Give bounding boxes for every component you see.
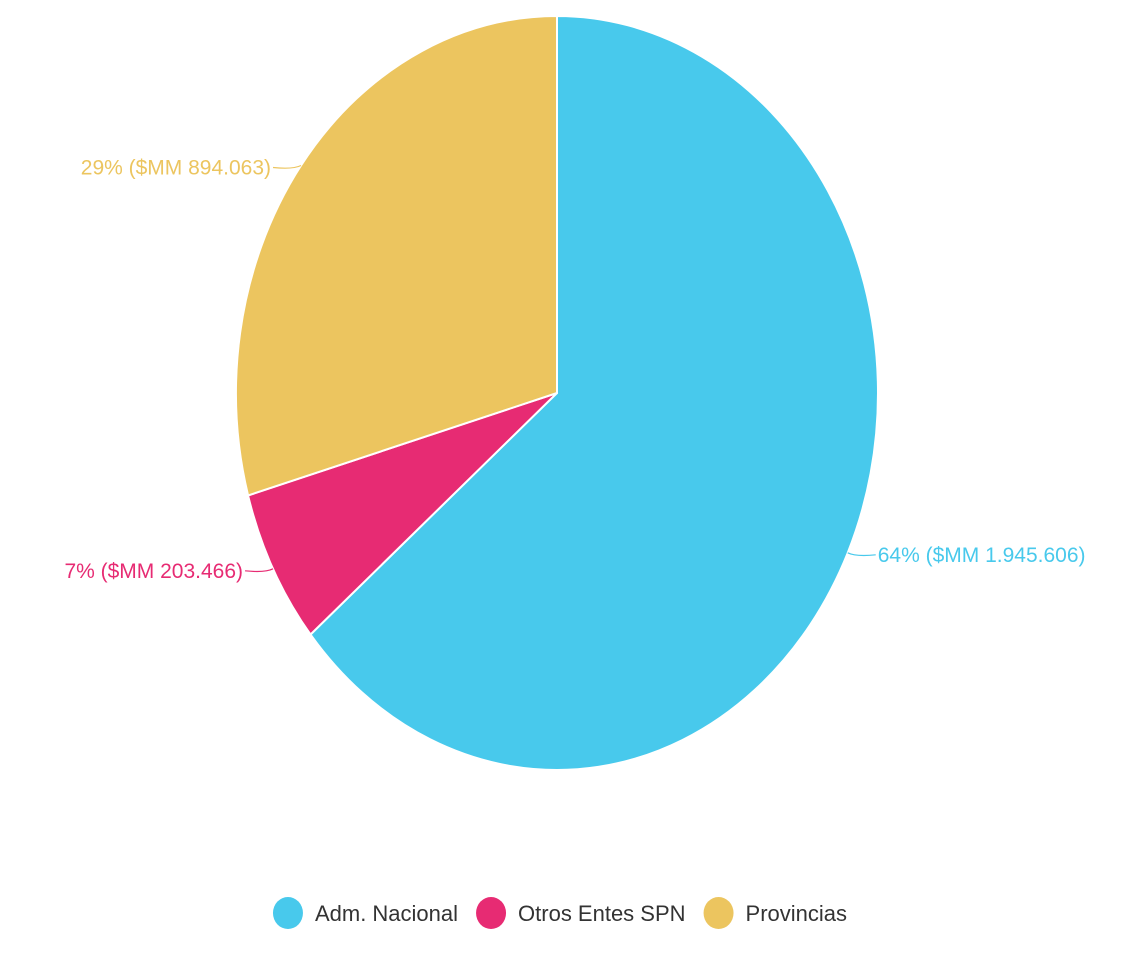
- leader-lines: [244, 164, 876, 573]
- leader-line-provincias: [272, 164, 302, 169]
- slice-labels: 64% ($MM 1.945.606) 7% ($MM 203.466) 29% (…: [64, 157, 1085, 583]
- data-label-otros-entes-spn: 7% ($MM 203.466): [64, 560, 243, 583]
- legend-marker-otros-entes-spn[interactable]: [476, 897, 507, 929]
- data-label-adm-nacional: 64% ($MM 1.945.606): [878, 544, 1086, 567]
- legend-marker-provincias[interactable]: [703, 897, 734, 929]
- legend-marker-adm-nacional[interactable]: [272, 897, 303, 929]
- legend-label-otros-entes-spn[interactable]: Otros Entes SPN: [518, 901, 686, 926]
- leader-line-otros-entes-spn: [244, 568, 274, 573]
- legend-label-adm-nacional[interactable]: Adm. Nacional: [315, 901, 458, 926]
- leader-line-adm-nacional: [847, 552, 876, 557]
- pie-slice-provincias[interactable]: [235, 14, 558, 497]
- legend-label-provincias[interactable]: Provincias: [746, 901, 847, 926]
- legend: Adm. Nacional Otros Entes SPN Provincias: [272, 897, 847, 929]
- pie-slices: [235, 14, 879, 771]
- pie-slice-adm-nacional[interactable]: [309, 14, 879, 771]
- data-label-provincias: 29% ($MM 894.063): [81, 157, 271, 180]
